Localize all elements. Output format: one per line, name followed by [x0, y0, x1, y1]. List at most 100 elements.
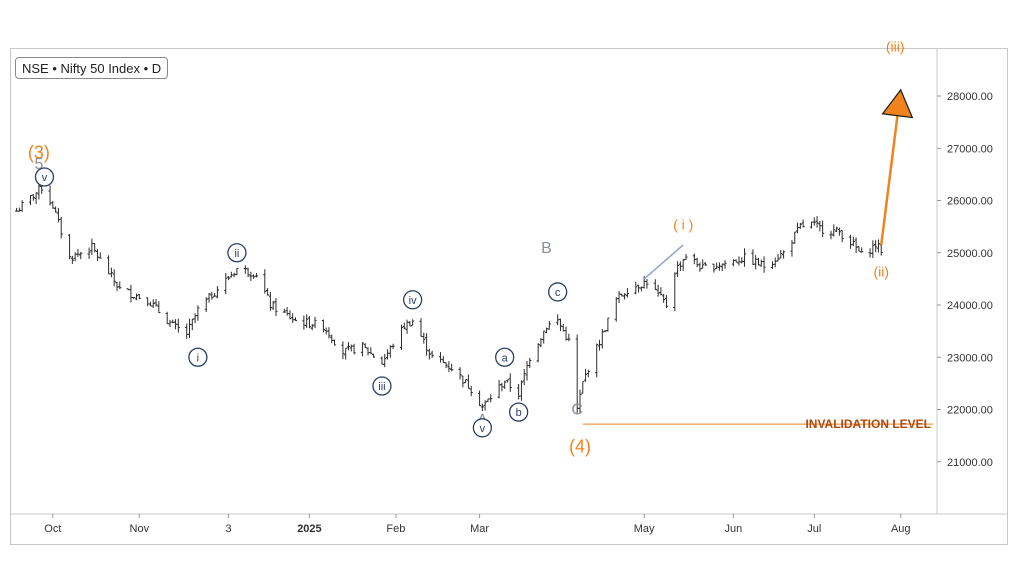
ohlc-bar	[770, 261, 775, 269]
wave-label-grey: B	[541, 240, 552, 257]
wave-label-grey: C	[571, 402, 583, 419]
y-tick-label: 21000.00	[947, 457, 993, 469]
wave-circle	[34, 167, 55, 187]
ohlc-bar	[477, 390, 482, 407]
ohlc-bar	[581, 381, 585, 394]
wave-connector-line	[643, 244, 684, 280]
chart-frame	[10, 48, 1008, 545]
ohlc-bar	[98, 252, 102, 259]
ohlc-bar	[834, 226, 839, 233]
ohlc-bar	[793, 231, 797, 244]
ohlc-bar	[137, 294, 141, 300]
ohlc-bar	[740, 257, 744, 264]
ohlc-bar	[327, 327, 331, 339]
ohlc-bar	[517, 383, 521, 400]
x-tick-label: 2025	[297, 523, 321, 535]
y-axis: 21000.00 22000.00 23000.00 24000.00 25000.00…	[936, 49, 993, 514]
ohlc-bar	[756, 257, 761, 266]
ohlc-bar	[639, 286, 643, 292]
wave-circle	[472, 418, 493, 438]
ohlc-bar	[330, 334, 334, 344]
ticker-label[interactable]: NSE • Nifty 50 Index • D	[15, 57, 169, 79]
ohlc-bar	[508, 373, 512, 392]
wave-circle-text: c	[555, 287, 561, 299]
ohlc-bar	[617, 290, 621, 303]
ohlc-bar	[268, 292, 272, 311]
ohlc-bar	[447, 361, 451, 372]
ohlc-bar	[659, 287, 663, 296]
y-tick-label: 26000.00	[947, 196, 993, 208]
plot-area[interactable]	[14, 183, 883, 414]
wave-circle	[508, 402, 529, 422]
ohlc-bar	[424, 333, 429, 356]
ohlc-bar	[388, 345, 392, 358]
y-tick-label: 22000.00	[947, 405, 993, 417]
ohlc-bar	[636, 284, 641, 293]
ohlc-bar	[54, 206, 58, 213]
ohlc-bar	[126, 288, 130, 291]
ohlc-bar	[837, 227, 841, 236]
wave-circle-text: i	[197, 352, 199, 364]
ohlc-bar	[458, 367, 462, 380]
x-tick-label: Jun	[725, 523, 743, 535]
ohlc-bar	[871, 240, 875, 258]
ohlc-bar	[129, 284, 133, 303]
ohlc-bar	[73, 252, 77, 262]
wave-label-circled: iii	[372, 376, 392, 396]
ohlc-bar	[500, 382, 504, 392]
ohlc-bar	[224, 272, 228, 294]
ohlc-bar	[112, 269, 116, 287]
ohlc-bar	[282, 308, 286, 313]
ohlc-bar	[151, 299, 155, 309]
ohlc-bar	[187, 318, 192, 338]
wave-label-circled: v	[34, 167, 55, 187]
ohlc-bar	[773, 257, 777, 268]
ohlc-bar	[539, 338, 543, 348]
ohlc-bar	[165, 311, 169, 325]
ohlc-bar	[840, 230, 844, 243]
ohlc-bar	[751, 249, 755, 266]
ohlc-bar	[93, 242, 97, 253]
ohlc-bar	[207, 293, 211, 303]
ohlc-bar	[291, 313, 295, 323]
ohlc-bar	[115, 281, 119, 292]
ohlc-bar	[107, 255, 111, 275]
ohlc-bar	[196, 305, 200, 321]
wave-circle-text: v	[480, 423, 486, 435]
ohlc-bar	[600, 329, 604, 349]
ohlc-bar	[307, 316, 312, 329]
ohlc-bar	[146, 297, 150, 307]
ohlc-bar	[860, 247, 864, 253]
ohlc-bar	[662, 293, 666, 303]
ohlc-bar	[427, 348, 431, 360]
wave-label-circled: b	[508, 402, 529, 422]
ohlc-bar	[132, 297, 136, 300]
ohlc-bar	[271, 300, 275, 310]
ohlc-bar	[20, 200, 24, 212]
ohlc-bar	[489, 394, 493, 403]
ohlc-bar	[148, 301, 153, 307]
wave-circle	[548, 282, 568, 302]
ohlc-bar	[547, 320, 551, 330]
ohlc-bar	[676, 261, 680, 278]
ohlc-bar	[134, 293, 139, 301]
ohlc-bar	[37, 183, 41, 200]
y-tick-label: 25000.00	[947, 248, 993, 260]
ohlc-bar	[762, 256, 766, 273]
ohlc-bar	[821, 220, 825, 238]
ohlc-bar	[246, 267, 250, 277]
ohlc-bar	[450, 363, 454, 372]
invalidation-label: INVALIDATION LEVEL	[805, 417, 931, 431]
ohlc-bar	[656, 284, 660, 297]
wave-circle-text: b	[516, 407, 522, 419]
ohlc-bar	[754, 255, 758, 270]
ohlc-bar	[715, 262, 719, 270]
ohlc-bar	[118, 281, 122, 290]
wave-annotations: INVALIDATION LEVEL(3)(4)( i )(ii)(iii)5A…	[28, 39, 933, 456]
ohlc-bar	[469, 385, 473, 397]
ohlc-bar	[795, 222, 800, 234]
ohlc-bar	[109, 267, 114, 278]
ohlc-bar	[313, 316, 317, 329]
ohlc-bar	[193, 313, 197, 324]
